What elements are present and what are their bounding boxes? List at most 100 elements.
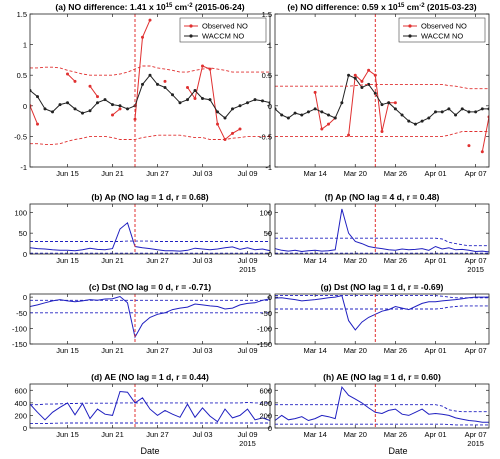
data-point-waccm-no	[96, 101, 99, 105]
x-tick-label: Mar 14	[303, 346, 326, 355]
panel-e-title: (e) NO difference: 0.59 x 1015 cm-2 (201…	[287, 2, 476, 12]
y-tick-label: 0	[23, 102, 27, 111]
threshold-line	[30, 65, 270, 76]
data-point-waccm-no	[148, 73, 152, 77]
legend-label: Observed NO	[421, 22, 467, 31]
data-point-waccm-no	[373, 92, 377, 96]
legend-label: WACCM NO	[202, 32, 244, 41]
y-tick-label: -50	[261, 309, 272, 318]
data-point-observed-no	[88, 84, 92, 88]
series-line-index	[30, 295, 270, 339]
data-point-waccm-no	[141, 82, 144, 86]
data-point-waccm-no	[347, 73, 351, 77]
legend-marker	[189, 34, 193, 38]
legend-box	[398, 17, 486, 43]
x-tick-label: Jul 03	[192, 169, 212, 178]
x-tick-label: Jun 15	[56, 346, 79, 355]
y-tick-label: 0	[23, 424, 27, 433]
threshold-line	[275, 305, 489, 310]
threshold-line	[275, 237, 489, 247]
y-tick-label: 50	[264, 229, 272, 238]
data-point-waccm-no	[353, 76, 357, 80]
plot-frame	[29, 293, 271, 345]
data-point-waccm-no	[51, 110, 54, 114]
data-point-waccm-no	[420, 119, 424, 123]
x-tick-label: Apr 07	[465, 256, 487, 265]
threshold-line	[30, 422, 270, 425]
data-point-waccm-no	[36, 95, 39, 99]
legend-marker	[189, 24, 193, 28]
y-tick-label: -0.5	[259, 132, 272, 141]
plot-frame	[29, 13, 271, 168]
data-point-waccm-no	[367, 82, 371, 86]
y-tick-label: 400	[259, 399, 272, 408]
data-point-waccm-no	[467, 110, 471, 114]
x-tick-label: Mar 26	[384, 256, 407, 265]
data-point-observed-no	[327, 122, 330, 126]
data-point-observed-no	[66, 72, 69, 76]
data-point-waccm-no	[327, 113, 330, 117]
x-tick-label: Jul 09	[237, 430, 257, 439]
data-point-waccm-no	[460, 107, 464, 111]
data-point-waccm-no	[293, 111, 297, 115]
data-point-waccm-no	[103, 98, 107, 102]
x-tick-label: Mar 20	[344, 346, 367, 355]
data-point-waccm-no	[261, 99, 264, 103]
data-point-observed-no	[353, 73, 357, 77]
data-point-observed-no	[118, 107, 122, 111]
data-point-observed-no	[313, 90, 317, 94]
legend-marker	[408, 34, 412, 38]
data-point-waccm-no	[427, 116, 431, 120]
data-point-waccm-no	[454, 113, 458, 117]
data-point-waccm-no	[193, 89, 197, 92]
panel-c-data	[30, 295, 270, 339]
data-point-observed-no	[201, 64, 204, 68]
data-point-waccm-no	[440, 110, 444, 114]
x-tick-label: Apr 07	[465, 169, 487, 178]
x-year-label: 2015	[467, 439, 484, 448]
data-point-waccm-no	[306, 110, 310, 114]
data-point-observed-no	[36, 122, 39, 126]
panel-d-data	[30, 390, 270, 425]
y-tick-label: 1	[23, 41, 27, 50]
x-tick-label: Jun 15	[56, 256, 79, 265]
plot-frame	[274, 293, 490, 345]
plot-frame	[274, 13, 490, 168]
data-point-observed-no	[367, 68, 371, 72]
panel-h: (h) AE (NO lag = 1 d, r = 0.60) 0 200 400 60…	[259, 372, 490, 448]
series-line-observed-no	[187, 65, 241, 141]
y-tick-label: 200	[14, 411, 27, 420]
panel-b-data	[30, 221, 270, 254]
x-tick-label: Apr 01	[424, 256, 446, 265]
y-tick-label: -1	[265, 163, 272, 172]
x-year-label: 2015	[239, 265, 256, 274]
x-tick-label: Jul 09	[237, 346, 257, 355]
x-tick-label: Mar 14	[303, 256, 326, 265]
data-point-waccm-no	[223, 116, 227, 120]
x-axis-label-left: Date	[140, 446, 159, 456]
x-tick-label: Jun 27	[146, 346, 169, 355]
panel-d: (d) AE (NO lag = 1 d, r = 0.44) 0 200 400 60…	[14, 372, 271, 448]
data-point-observed-no	[360, 79, 364, 83]
y-tick-label: 1.5	[17, 10, 27, 19]
data-point-waccm-no	[178, 101, 182, 105]
data-point-waccm-no	[300, 113, 304, 117]
data-point-waccm-no	[66, 101, 69, 105]
panel-a-data	[30, 18, 270, 145]
threshold-line	[275, 83, 489, 90]
x-tick-label: Apr 01	[424, 430, 446, 439]
threshold-line	[30, 134, 270, 145]
x-tick-label: Jun 21	[101, 256, 124, 265]
legend-box	[179, 17, 267, 43]
y-tick-label: -100	[257, 324, 272, 333]
panel-f-data	[275, 208, 489, 254]
data-point-waccm-no	[387, 101, 391, 105]
data-point-waccm-no	[163, 85, 167, 89]
data-point-waccm-no	[313, 107, 317, 111]
panel-h-title: (h) AE (NO lag = 1 d, r = 0.60)	[323, 372, 441, 382]
data-point-waccm-no	[360, 85, 364, 89]
panel-b-title: (b) Ap (NO lag = 1 d, r = 0.68)	[91, 192, 208, 202]
x-tick-label: Mar 14	[303, 430, 326, 439]
